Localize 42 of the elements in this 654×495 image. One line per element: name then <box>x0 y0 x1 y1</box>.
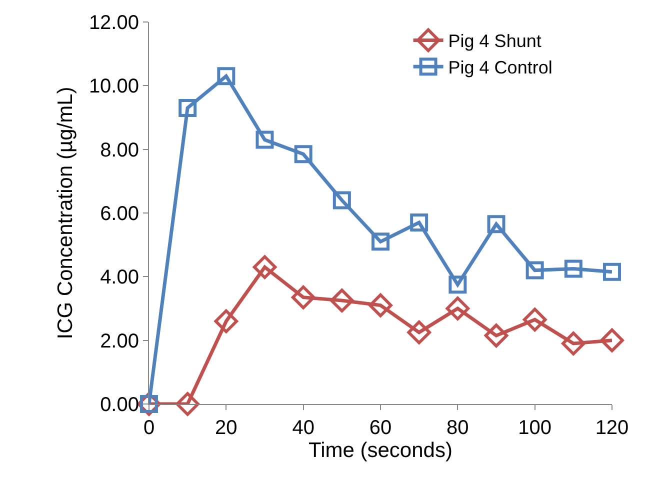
point <box>487 215 506 234</box>
legend-label: Pig 4 Shunt <box>448 31 542 52</box>
point <box>448 276 467 294</box>
point <box>564 260 582 278</box>
point <box>407 320 431 344</box>
y-tick-label: 6.00 <box>100 203 139 225</box>
point <box>332 191 351 210</box>
point <box>372 232 390 251</box>
point <box>600 328 624 352</box>
point <box>562 332 586 356</box>
point <box>178 98 197 117</box>
point <box>484 324 508 348</box>
point <box>410 214 428 232</box>
point <box>330 288 354 312</box>
point <box>176 392 200 416</box>
x-tick-label: 20 <box>215 417 238 439</box>
point <box>256 130 274 149</box>
point <box>446 296 470 320</box>
x-tick-label: 60 <box>369 417 392 439</box>
legend-label: Pig 4 Control <box>448 58 552 78</box>
point <box>252 255 277 280</box>
point <box>294 145 312 164</box>
point <box>526 261 544 280</box>
x-tick-label: 0 <box>143 417 155 439</box>
point <box>214 309 238 334</box>
x-tick-label: 40 <box>292 417 314 439</box>
point <box>368 293 392 318</box>
point <box>522 308 547 332</box>
y-tick-label: 10.00 <box>88 76 139 98</box>
x-tick-label: 100 <box>518 417 552 439</box>
y-axis-title: ICG Concentration (µg/mL) <box>54 86 78 340</box>
y-tick-label: 8.00 <box>100 139 139 162</box>
point <box>291 285 316 310</box>
point <box>217 67 236 86</box>
y-tick-label: 2.00 <box>100 330 139 352</box>
y-tick-label: 0.00 <box>100 394 139 416</box>
x-tick-label: 80 <box>446 417 469 439</box>
y-tick-label: 12.00 <box>88 12 139 34</box>
x-tick-label: 120 <box>595 417 629 439</box>
x-axis-title: Time (seconds) <box>308 439 452 462</box>
y-tick-label: 4.00 <box>100 266 139 289</box>
point <box>603 262 621 281</box>
